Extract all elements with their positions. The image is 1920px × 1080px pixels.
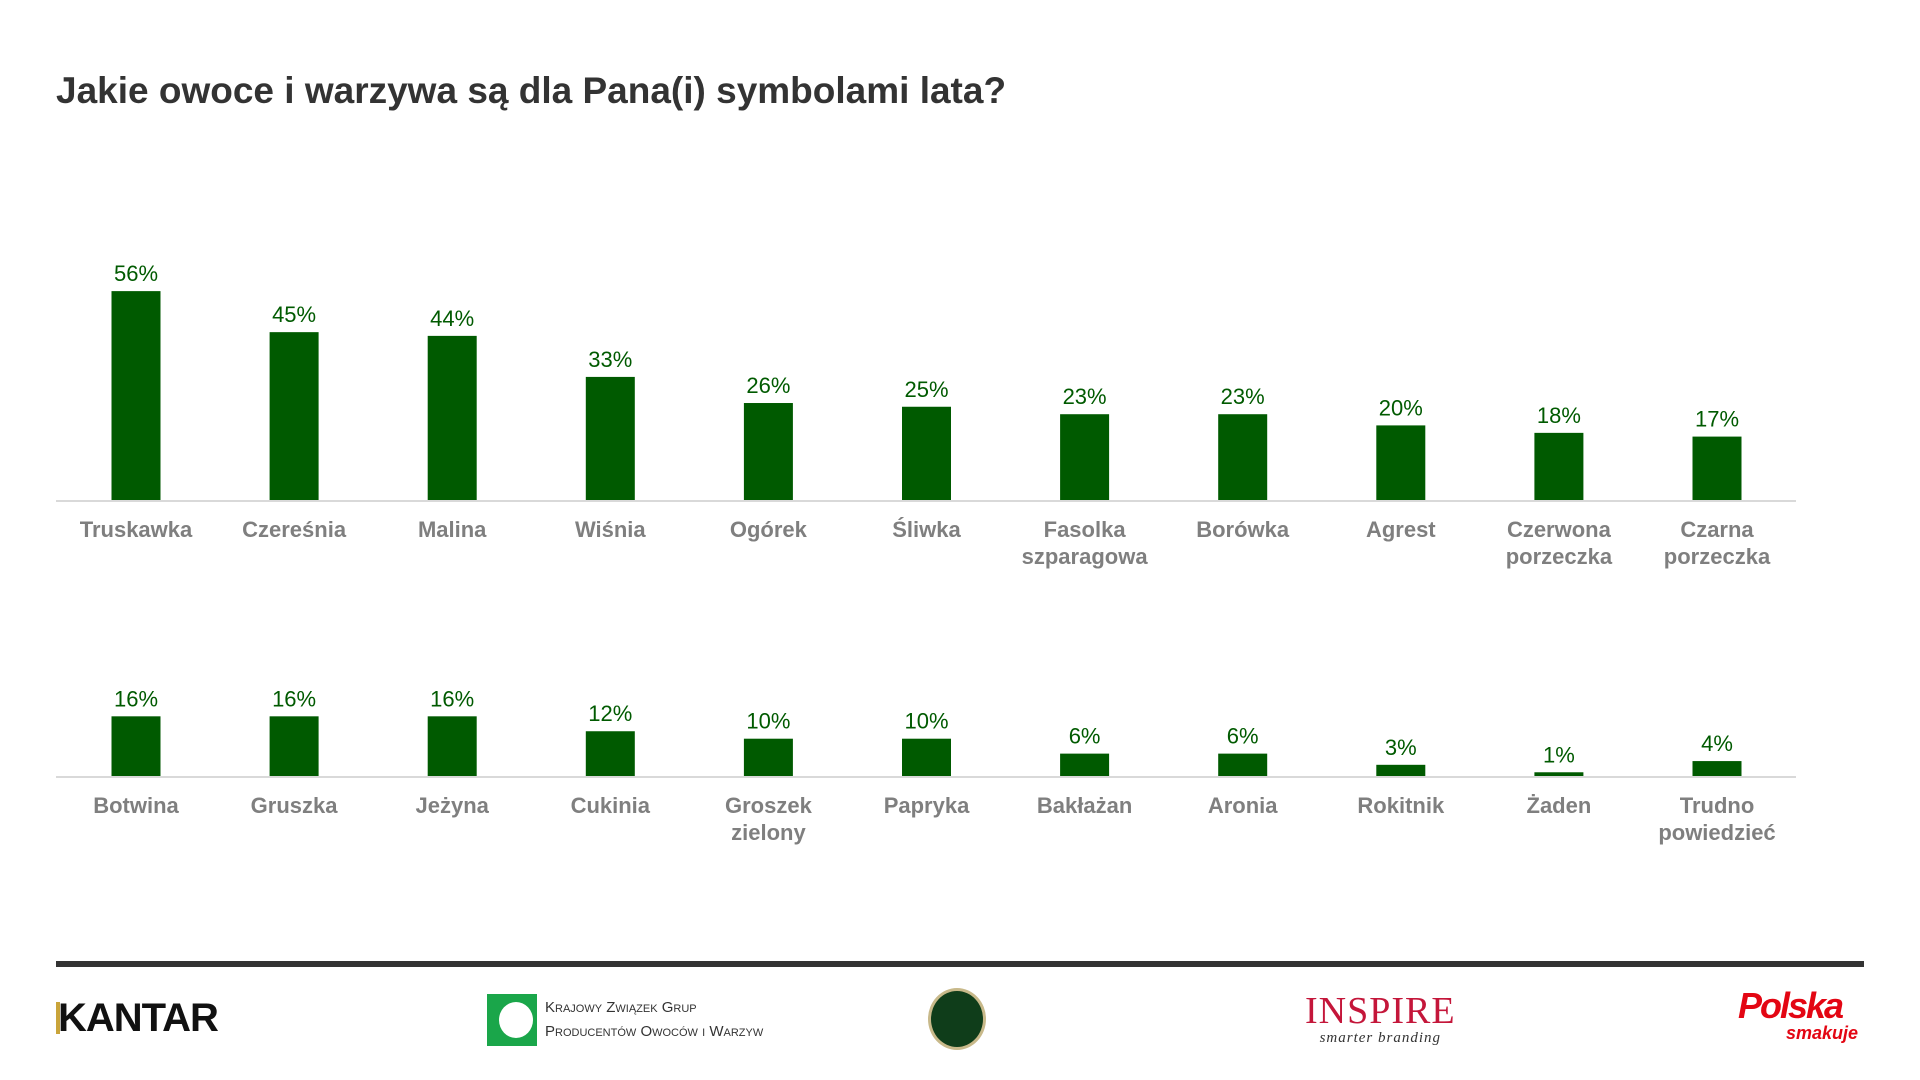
category-label: Rokitnik <box>1357 793 1445 818</box>
data-label: 25% <box>904 377 948 402</box>
kzgp-logo: Krajowy Związek Grup Producentów Owoców … <box>487 994 763 1046</box>
category-label: Groszek zielony <box>725 793 813 845</box>
bar <box>902 406 951 500</box>
data-label: 18% <box>1537 403 1581 428</box>
data-label: 6% <box>1227 724 1259 749</box>
bar <box>1692 436 1742 500</box>
chart-title: Jakie owoce i warzywa są dla Pana(i) sym… <box>56 70 1007 111</box>
category-label: Truskawka <box>80 517 193 542</box>
data-label: 4% <box>1701 731 1733 756</box>
bar <box>111 716 161 776</box>
bar <box>902 738 951 776</box>
bar <box>1692 761 1742 776</box>
bar <box>1376 764 1426 776</box>
bar <box>743 738 793 776</box>
data-label: 45% <box>272 302 316 327</box>
data-label: 12% <box>588 701 632 726</box>
bar <box>269 332 319 500</box>
category-label: Wiśnia <box>575 517 646 542</box>
category-label: Czarna porzeczka <box>1664 517 1771 569</box>
bar <box>111 291 161 500</box>
data-label: 3% <box>1385 735 1417 760</box>
category-label: Czerwona porzeczka <box>1506 517 1613 569</box>
data-label: 26% <box>746 373 790 398</box>
ministry-seal-icon <box>928 988 986 1050</box>
data-label: 10% <box>904 709 948 734</box>
kantar-logo-text: KANTAR <box>58 996 219 1040</box>
category-label: Bakłażan <box>1037 793 1132 818</box>
category-label: Gruszka <box>251 793 339 818</box>
category-label: Jeżyna <box>416 793 490 818</box>
category-label: Cukinia <box>571 793 651 818</box>
category-label: Borówka <box>1196 517 1290 542</box>
bar <box>427 335 477 500</box>
data-label: 16% <box>114 686 158 711</box>
category-label: Botwina <box>93 793 179 818</box>
data-label: 44% <box>430 306 474 331</box>
category-label: Fasolka szparagowa <box>1022 517 1149 569</box>
kzgp-logo-line1: Krajowy Związek Grup <box>545 999 697 1016</box>
inspire-logo-text: INSPIRE <box>1305 990 1456 1032</box>
bar <box>743 403 793 500</box>
data-label: 33% <box>588 347 632 372</box>
bar <box>585 376 635 500</box>
bar <box>1376 425 1426 500</box>
data-label: 23% <box>1221 384 1265 409</box>
bar <box>1060 414 1110 500</box>
kantar-logo: KANTAR <box>56 996 219 1041</box>
bar <box>1218 753 1268 776</box>
kzgp-logo-mark-icon <box>487 994 537 1046</box>
footer-divider <box>56 961 1864 967</box>
data-label: 6% <box>1069 724 1101 749</box>
polska-logo-tagline: smakuje <box>1786 1023 1859 1043</box>
polska-logo-text: Polska <box>1738 985 1844 1026</box>
category-label: Papryka <box>884 793 970 818</box>
category-label: Malina <box>418 517 487 542</box>
data-label: 23% <box>1063 384 1107 409</box>
data-label: 1% <box>1543 742 1575 767</box>
data-label: 10% <box>746 709 790 734</box>
bar-charts: 56% Truskawka 45% Czereśnia 44% Malina 33% Wiśn… <box>56 261 1796 845</box>
data-label: 16% <box>272 686 316 711</box>
kzgp-logo-line2: Producentów Owoców i Warzyw <box>545 1023 764 1040</box>
category-label: Żaden <box>1527 793 1592 818</box>
category-label: Trudno powiedzieć <box>1658 793 1775 845</box>
data-label: 17% <box>1695 407 1739 432</box>
category-label: Ogórek <box>730 517 808 542</box>
bar <box>1218 414 1268 500</box>
polska-smakuje-logo: Polska smakuje <box>1738 985 1859 1043</box>
bar <box>269 716 319 776</box>
data-label: 16% <box>430 686 474 711</box>
inspire-tagline: smarter branding <box>1319 1030 1441 1046</box>
category-label: Śliwka <box>892 517 961 542</box>
category-label: Czereśnia <box>242 517 347 542</box>
data-label: 20% <box>1379 395 1423 420</box>
category-label: Agrest <box>1366 517 1436 542</box>
category-label: Aronia <box>1208 793 1278 818</box>
data-label: 56% <box>114 261 158 286</box>
bar <box>427 716 477 776</box>
inspire-logo: INSPIRE smarter branding <box>1305 992 1456 1047</box>
bar <box>1534 432 1584 500</box>
bar <box>585 731 635 776</box>
bar <box>1060 753 1110 776</box>
bar <box>1534 772 1584 776</box>
